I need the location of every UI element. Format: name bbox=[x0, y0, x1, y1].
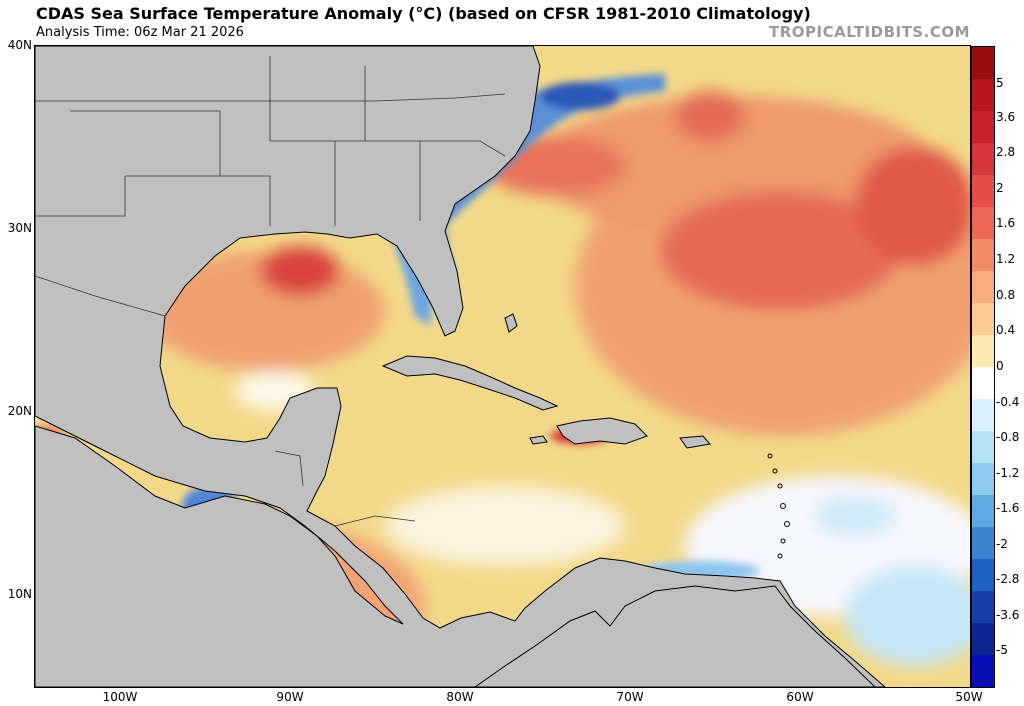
colorbar-segment bbox=[972, 47, 994, 79]
colorbar-segment bbox=[972, 271, 994, 303]
hispaniola bbox=[556, 417, 648, 445]
colorbar-segment bbox=[972, 623, 994, 655]
colorbar-segment bbox=[972, 303, 994, 335]
lat-label-10n: 10N bbox=[7, 587, 32, 601]
state-borders bbox=[35, 56, 506, 527]
colorbar-label: 0 bbox=[996, 359, 1004, 373]
colorbar-label: 1.6 bbox=[996, 216, 1016, 230]
site-credit[interactable]: TROPICALTIDBITS.COM bbox=[769, 23, 970, 41]
colorbar-label: 2 bbox=[996, 181, 1004, 195]
colorbar-label: -1.6 bbox=[996, 501, 1020, 515]
colorbar-label: 3.6 bbox=[996, 110, 1016, 124]
colorbar-segment bbox=[972, 559, 994, 591]
colorbar-segment bbox=[972, 527, 994, 559]
border-line-6 bbox=[420, 140, 506, 157]
colorbar-segment bbox=[972, 111, 994, 143]
border-line-13 bbox=[35, 275, 166, 317]
lon-label-50w: 50W bbox=[955, 690, 983, 704]
warm-spot-ne bbox=[675, 91, 745, 141]
bahamas-andros bbox=[504, 313, 518, 333]
colorbar-label: -1.2 bbox=[996, 466, 1020, 480]
colorbar-label: 0.4 bbox=[996, 323, 1016, 337]
island-3 bbox=[777, 483, 783, 489]
island-6 bbox=[780, 538, 786, 544]
north-america-land bbox=[35, 46, 886, 687]
lon-label-80w: 80W bbox=[446, 690, 474, 704]
lon-label-60w: 60W bbox=[786, 690, 814, 704]
south-america-land bbox=[474, 585, 876, 687]
border-line-1 bbox=[35, 93, 506, 102]
lon-label-70w: 70W bbox=[616, 690, 644, 704]
colorbar-label: -3.6 bbox=[996, 608, 1020, 622]
border-line-10 bbox=[35, 176, 126, 217]
puerto-rico bbox=[679, 435, 711, 449]
colorbar-segment bbox=[972, 79, 994, 111]
cool-patch-se bbox=[845, 566, 970, 666]
map-canvas bbox=[35, 46, 970, 687]
land-masses bbox=[35, 46, 886, 687]
colorbar-segment bbox=[972, 591, 994, 623]
island-2 bbox=[772, 468, 778, 474]
island-5 bbox=[784, 521, 790, 527]
cuba bbox=[381, 355, 559, 411]
colorbar-segment bbox=[972, 175, 994, 207]
jamaica bbox=[529, 435, 548, 445]
colorbar-segment bbox=[972, 335, 994, 367]
cool-patch-lesser-antilles bbox=[815, 496, 895, 536]
island-1 bbox=[767, 453, 773, 459]
border-line-3 bbox=[220, 175, 271, 226]
colorbar bbox=[971, 46, 995, 688]
cold-anomaly-west-florida bbox=[390, 231, 433, 326]
island-4 bbox=[780, 503, 786, 509]
colorbar-label: -2 bbox=[996, 537, 1008, 551]
warm-core-gulf bbox=[260, 246, 340, 296]
lat-label-20n: 20N bbox=[7, 404, 32, 418]
lon-label-100w: 100W bbox=[102, 690, 138, 704]
lat-label-40n: 40N bbox=[7, 38, 32, 52]
lesser-antilles bbox=[767, 453, 790, 559]
cold-core-mid-atlantic bbox=[540, 82, 620, 110]
colorbar-label: 1.2 bbox=[996, 252, 1016, 266]
neutral-caribbean bbox=[385, 486, 625, 566]
sst-anomaly-map bbox=[34, 45, 971, 688]
island-7 bbox=[777, 553, 783, 559]
colorbar-label: -2.8 bbox=[996, 572, 1020, 586]
border-line-11 bbox=[274, 450, 304, 487]
colorbar-segment bbox=[972, 655, 994, 687]
colorbar-label: -5 bbox=[996, 643, 1008, 657]
warm-core-east bbox=[855, 146, 970, 266]
colorbar-segment bbox=[972, 399, 994, 431]
analysis-time: Analysis Time: 06z Mar 21 2026 bbox=[36, 25, 244, 40]
colorbar-segment bbox=[972, 431, 994, 463]
warm-core-atlantic bbox=[660, 191, 900, 311]
colorbar-segment bbox=[972, 143, 994, 175]
lon-label-90w: 90W bbox=[276, 690, 304, 704]
colorbar-label: 2.8 bbox=[996, 145, 1016, 159]
lat-label-30n: 30N bbox=[7, 221, 32, 235]
colorbar-label: 5 bbox=[996, 76, 1004, 90]
colorbar-segment bbox=[972, 239, 994, 271]
colorbar-label: -0.8 bbox=[996, 430, 1020, 444]
colorbar-segment bbox=[972, 367, 994, 399]
chart-title: CDAS Sea Surface Temperature Anomaly (°C… bbox=[36, 4, 811, 23]
border-line-2 bbox=[70, 110, 221, 176]
border-line-12 bbox=[334, 515, 416, 527]
colorbar-label: -0.4 bbox=[996, 395, 1020, 409]
colorbar-segment bbox=[972, 495, 994, 527]
colorbar-segment bbox=[972, 207, 994, 239]
colorbar-segment bbox=[972, 463, 994, 495]
colorbar-label: 0.8 bbox=[996, 288, 1016, 302]
